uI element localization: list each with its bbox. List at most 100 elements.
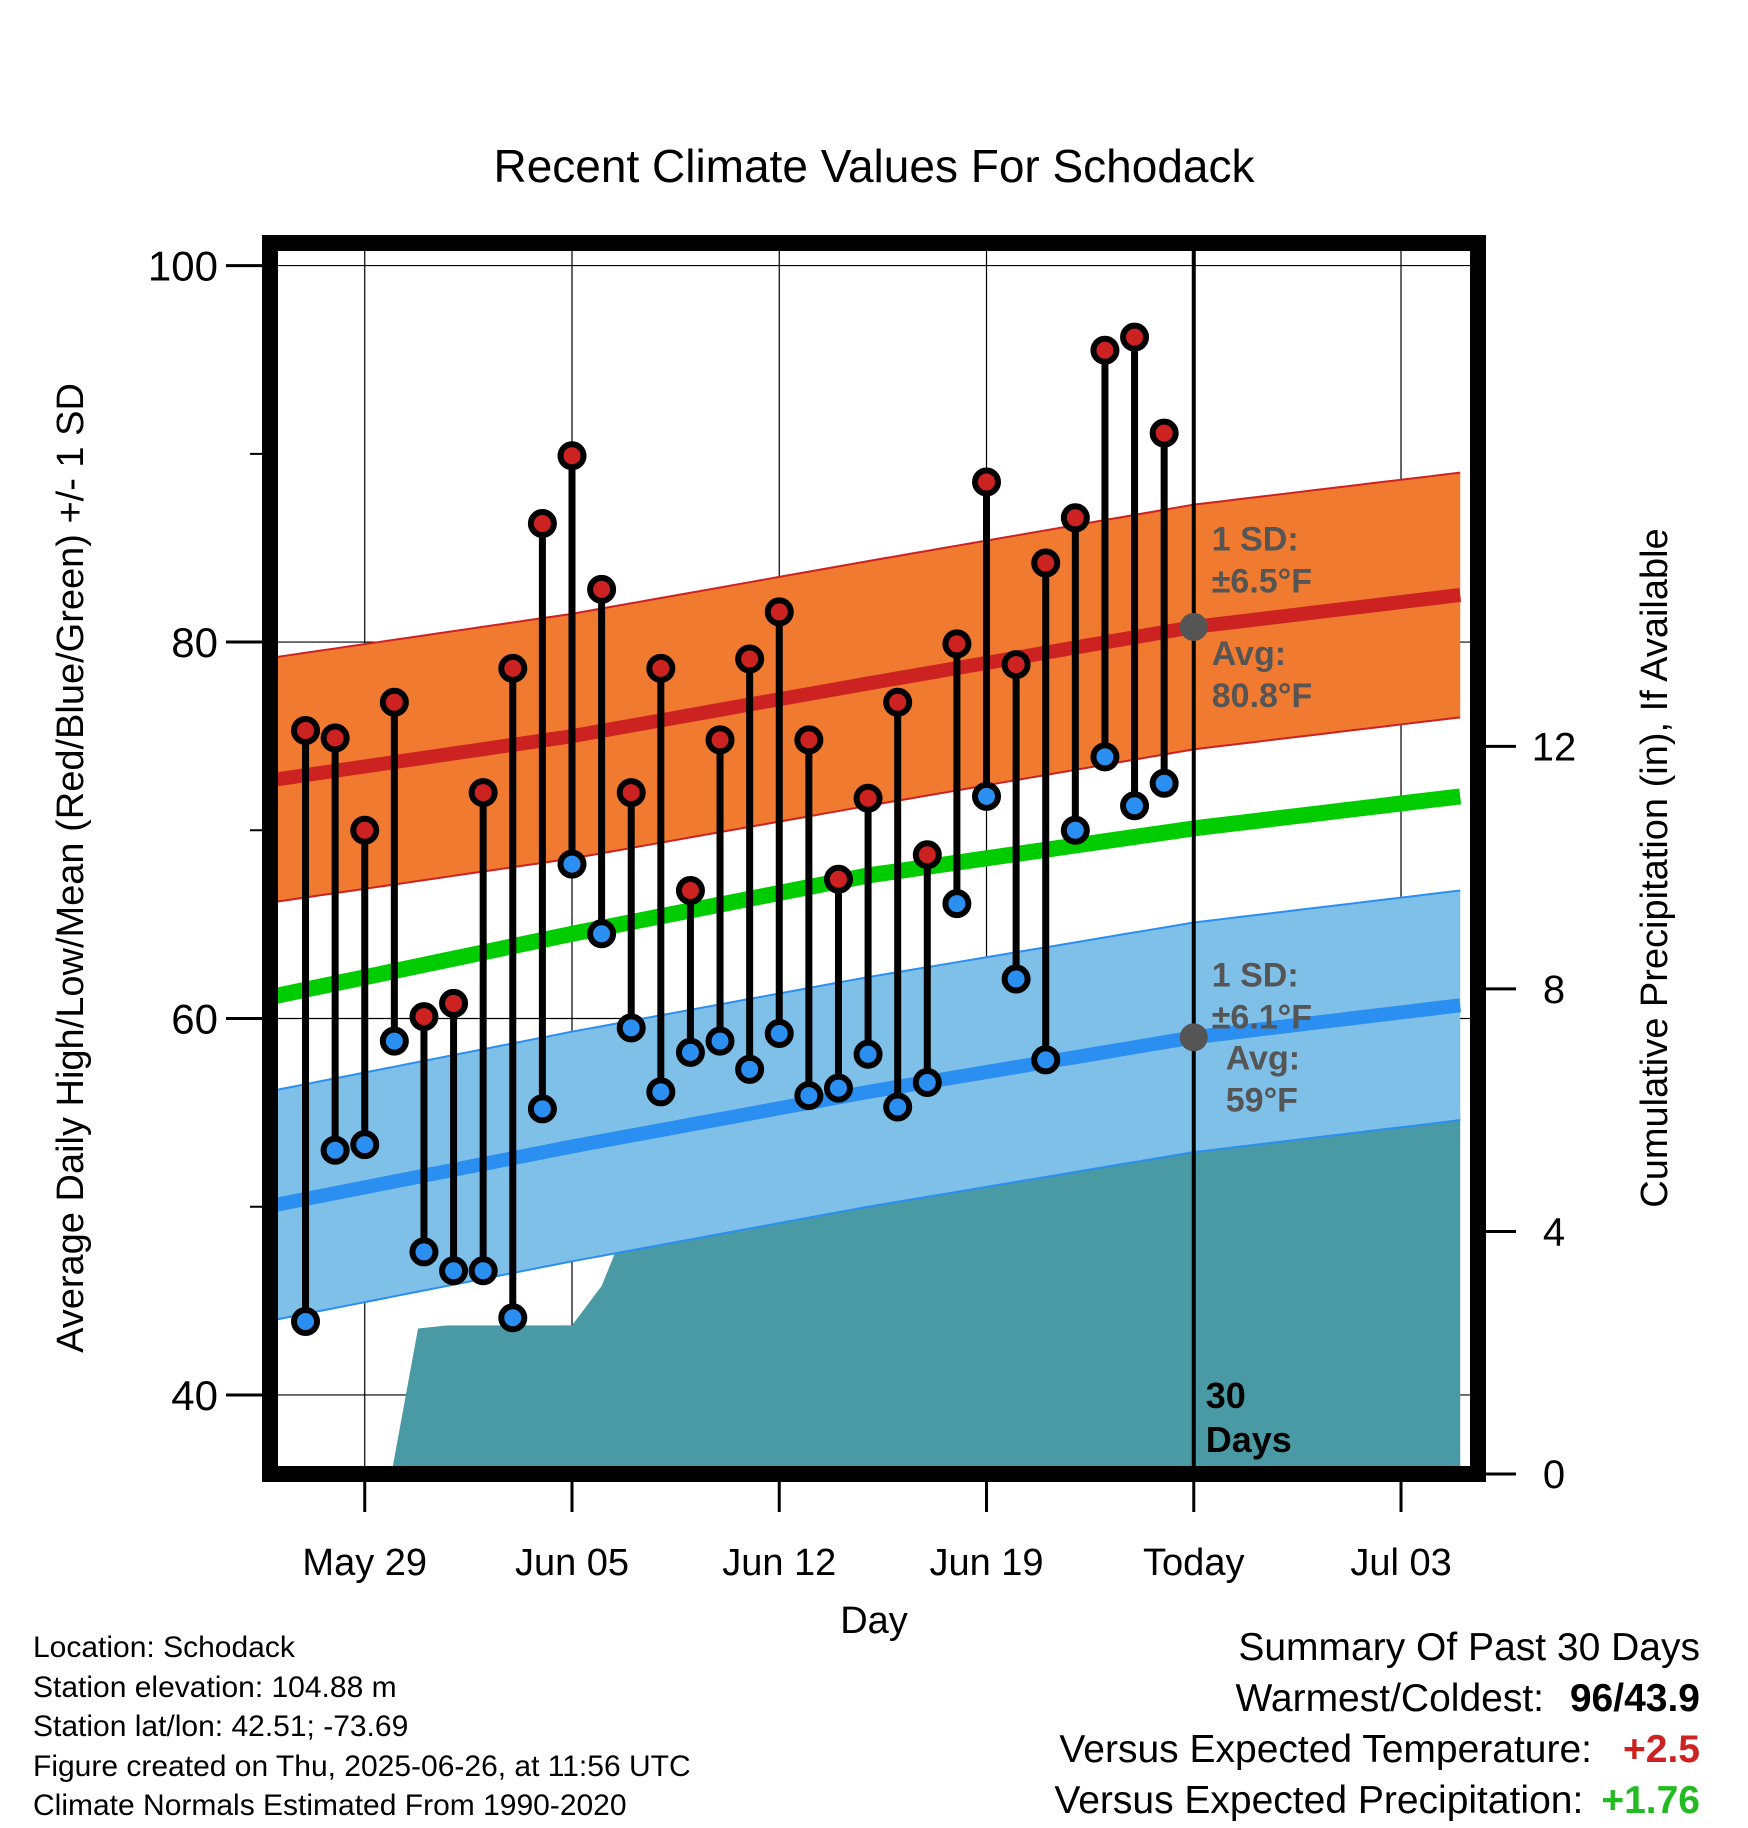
high-point <box>1001 650 1031 680</box>
high-normal-today-marker <box>1179 612 1208 641</box>
today-days-label-line: 30 <box>1206 1375 1246 1416</box>
low-point <box>735 1054 765 1084</box>
high-point <box>794 725 824 755</box>
high-avg-annotation-line: Avg: <box>1212 635 1286 673</box>
low-point <box>1060 815 1090 845</box>
low-point <box>764 1019 794 1049</box>
plot-border <box>262 235 1486 1482</box>
x-tick-label: May 29 <box>302 1542 427 1584</box>
low-avg-annotation-line: 59°F <box>1226 1081 1298 1119</box>
precip-anomaly-value: +1.76 <box>1601 1779 1700 1822</box>
summary-precip-row: Versus Expected Precipitation: +1.76 <box>1054 1775 1700 1826</box>
high-point <box>1090 335 1120 365</box>
high-point <box>379 687 409 717</box>
low-point <box>823 1073 853 1103</box>
low-point <box>587 919 617 949</box>
x-axis-label: Day <box>840 1600 908 1642</box>
low-point <box>942 889 972 919</box>
low-avg-annotation: Avg: 59°F <box>1226 1039 1300 1119</box>
station-elevation: Station elevation: 104.88 m <box>33 1670 397 1704</box>
warm-cold-value: 96/43.9 <box>1562 1673 1700 1724</box>
high-point <box>646 653 676 683</box>
low-point <box>705 1026 735 1056</box>
low-point <box>646 1077 676 1107</box>
high-point <box>1060 503 1090 533</box>
high-point <box>764 597 794 627</box>
low-normal-line <box>274 998 1462 1212</box>
y-tick-label: 60 <box>171 995 218 1042</box>
low-point <box>350 1130 380 1160</box>
daily-range-sticks <box>302 337 1168 1322</box>
y2-tick-label: 12 <box>1532 725 1577 769</box>
low-point <box>1090 742 1120 772</box>
today-line-layer: 30 Days <box>1191 243 1292 1474</box>
daily-points <box>291 322 1208 1337</box>
low-point <box>853 1039 883 1069</box>
warm-cold-label: Warmest/Coldest: <box>1235 1677 1544 1720</box>
x-tick-label: Today <box>1143 1542 1244 1584</box>
low-point <box>1001 964 1031 994</box>
y-tick-label: 100 <box>148 243 218 290</box>
low-point <box>1149 768 1179 798</box>
low-sd-annotation: 1 SD: ±6.1°F <box>1212 956 1312 1036</box>
plot-frame <box>262 235 1486 1482</box>
low-point <box>883 1092 913 1122</box>
x-tick-label: Jun 12 <box>722 1542 836 1584</box>
high-point <box>853 783 883 813</box>
low-point <box>498 1303 528 1333</box>
warm-cold-slash: / <box>1613 1677 1625 1720</box>
high-point <box>705 725 735 755</box>
temp-anomaly-label: Versus Expected Temperature: <box>1059 1728 1592 1771</box>
chart-title: Recent Climate Values For Schodack <box>493 140 1255 192</box>
high-point <box>587 574 617 604</box>
high-sd-annotation: 1 SD: ±6.5°F <box>1212 521 1312 601</box>
high-point <box>409 1002 439 1032</box>
low-point <box>468 1256 498 1286</box>
today-days-label-line: Days <box>1206 1419 1292 1460</box>
summary-temp-row: Versus Expected Temperature: +2.5 <box>1054 1724 1700 1775</box>
station-info: Location: Schodack Station elevation: 10… <box>33 1628 691 1826</box>
low-point <box>409 1237 439 1267</box>
high-point <box>972 467 1002 497</box>
low-point <box>972 781 1002 811</box>
low-point <box>320 1135 350 1165</box>
high-normal-line <box>274 588 1462 787</box>
high-point <box>912 840 942 870</box>
low-point <box>379 1026 409 1056</box>
precip-anomaly-label: Versus Expected Precipitation: <box>1054 1779 1584 1822</box>
summary-warm-cold-row: Warmest/Coldest: 96/43.9 <box>1054 1673 1700 1724</box>
warmest-value: 96 <box>1569 1677 1614 1720</box>
low-point <box>291 1307 321 1337</box>
high-point <box>1120 322 1150 352</box>
low-point <box>616 1013 646 1043</box>
low-sd-annotation-line: ±6.1°F <box>1212 998 1312 1036</box>
high-point <box>735 644 765 674</box>
climate-normals-note: Climate Normals Estimated From 1990-2020 <box>33 1789 627 1822</box>
high-point <box>616 778 646 808</box>
low-sd-band <box>275 890 1461 1320</box>
coldest-value: 43.9 <box>1624 1677 1700 1720</box>
high-point <box>468 778 498 808</box>
low-normal-today-marker <box>1179 1023 1208 1052</box>
today-days-label: 30 Days <box>1206 1375 1292 1460</box>
high-point <box>527 508 557 538</box>
x-tick-label: Jul 03 <box>1350 1542 1451 1584</box>
low-point <box>527 1094 557 1124</box>
low-avg-annotation-line: Avg: <box>1226 1039 1300 1077</box>
station-location: Location: Schodack <box>33 1631 295 1664</box>
temp-anomaly-value: +2.5 <box>1623 1728 1700 1771</box>
low-point <box>1120 791 1150 821</box>
low-point <box>794 1081 824 1111</box>
x-tick-label: Jun 19 <box>929 1542 1043 1584</box>
low-sd-annotation-line: 1 SD: <box>1212 956 1299 994</box>
summary-panel: Summary Of Past 30 Days Warmest/Coldest:… <box>1054 1622 1700 1826</box>
high-sd-annotation-line: 1 SD: <box>1212 521 1299 559</box>
high-point <box>350 815 380 845</box>
y-axis-label: Average Daily High/Low/Mean (Red/Blue/Gr… <box>50 383 92 1353</box>
x-tick-label: Jun 05 <box>515 1542 629 1584</box>
low-point <box>1031 1045 1061 1075</box>
high-point <box>823 864 853 894</box>
high-point <box>1149 418 1179 448</box>
